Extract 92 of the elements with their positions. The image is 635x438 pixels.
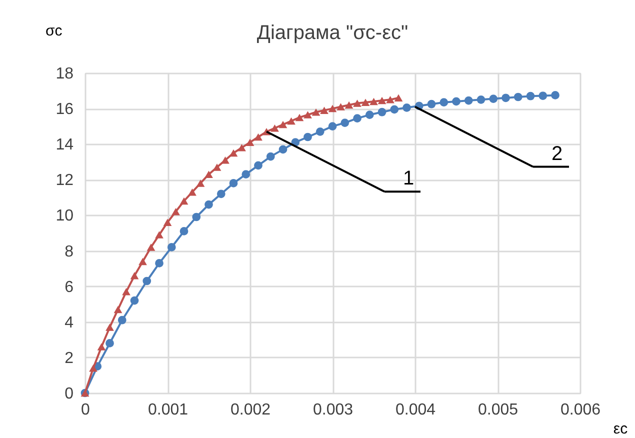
y-tick-label: 4 xyxy=(64,314,74,332)
point xyxy=(452,97,460,106)
point xyxy=(502,94,510,102)
x-tick-label: 0.006 xyxy=(560,402,601,418)
point xyxy=(514,92,522,102)
point xyxy=(270,124,279,132)
point xyxy=(204,200,213,209)
point xyxy=(304,111,312,118)
y-tick-label: 10 xyxy=(56,208,74,225)
point xyxy=(204,170,213,178)
point xyxy=(216,190,226,198)
point xyxy=(266,152,275,161)
point xyxy=(106,339,114,348)
point xyxy=(489,94,498,103)
annotation: 1 xyxy=(402,168,414,190)
chart-title: Діаграма "σc-εc" xyxy=(256,22,408,44)
point xyxy=(167,243,176,252)
point xyxy=(254,133,262,141)
point xyxy=(180,197,188,205)
point xyxy=(551,91,560,100)
point xyxy=(390,105,399,114)
x-tick-label: 0 xyxy=(81,402,90,418)
point xyxy=(130,272,139,280)
point xyxy=(89,364,98,372)
x-axis-title: εc xyxy=(613,420,628,438)
point xyxy=(312,108,320,116)
point xyxy=(155,259,164,268)
point xyxy=(122,288,130,296)
point xyxy=(238,144,246,152)
point xyxy=(427,100,436,108)
point xyxy=(188,188,196,196)
point xyxy=(142,276,152,286)
point xyxy=(246,138,254,146)
point xyxy=(130,296,139,305)
point xyxy=(328,122,337,131)
annotation: 2 xyxy=(551,142,563,165)
point xyxy=(386,96,394,104)
point xyxy=(526,92,535,100)
point xyxy=(118,316,126,324)
y-tick-label: 2 xyxy=(64,350,74,367)
point xyxy=(278,145,288,154)
point xyxy=(287,117,296,125)
point xyxy=(114,306,122,314)
point xyxy=(402,103,411,112)
point xyxy=(180,227,188,236)
point xyxy=(316,127,324,136)
point xyxy=(370,98,378,106)
point xyxy=(353,100,362,107)
point xyxy=(163,218,172,226)
y-tick-label: 0 xyxy=(64,386,74,402)
point xyxy=(476,95,486,104)
point xyxy=(304,132,312,142)
x-tick-label: 0.002 xyxy=(230,402,271,418)
y-tick-label: 18 xyxy=(56,66,74,82)
x-tick-label: 0.004 xyxy=(395,402,436,418)
point xyxy=(221,156,230,164)
point xyxy=(155,231,164,238)
point xyxy=(394,94,403,102)
point xyxy=(97,343,106,350)
y-axis-title: σc xyxy=(46,22,63,40)
point xyxy=(106,324,114,331)
point xyxy=(464,96,473,105)
y-tick-label: 14 xyxy=(56,136,74,154)
point xyxy=(361,98,370,106)
point xyxy=(146,244,156,251)
point xyxy=(365,110,374,119)
point xyxy=(336,103,345,110)
point xyxy=(172,208,180,216)
point xyxy=(192,212,201,222)
point xyxy=(538,92,548,100)
point xyxy=(340,118,350,127)
point xyxy=(378,108,386,116)
y-tick-label: 12 xyxy=(56,172,74,190)
point xyxy=(196,180,205,187)
y-tick-label: 8 xyxy=(64,243,74,260)
point xyxy=(138,258,147,266)
y-tick-label: 16 xyxy=(56,101,74,118)
x-tick-label: 0.003 xyxy=(312,402,354,418)
y-tick-label: 6 xyxy=(64,278,74,296)
point xyxy=(320,106,328,114)
point xyxy=(440,98,448,107)
point xyxy=(328,104,337,112)
point xyxy=(344,101,354,109)
point xyxy=(278,120,288,128)
point xyxy=(242,170,250,179)
point xyxy=(295,114,304,122)
point xyxy=(378,96,386,104)
x-tick-label: 0.005 xyxy=(478,402,518,418)
point xyxy=(254,161,262,170)
point xyxy=(353,114,362,123)
x-tick-label: 0.001 xyxy=(148,402,188,418)
point xyxy=(229,179,238,188)
